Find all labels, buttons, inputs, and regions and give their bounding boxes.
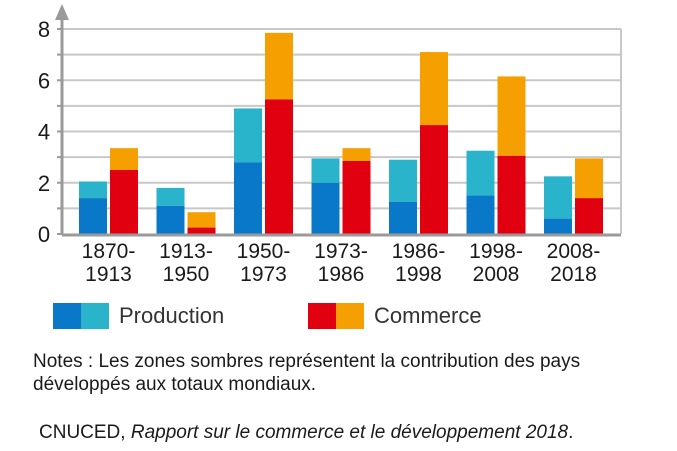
x-tick-label: 1998- (469, 240, 523, 263)
y-tick-label: 8 (38, 17, 50, 42)
bar-commerce-developed-0 (110, 169, 138, 234)
bar-commerce-developed-3 (342, 160, 371, 234)
legend-swatch-commerce-dark (308, 303, 336, 329)
bar-production-world-5 (466, 150, 495, 196)
bar-commerce-developed-1 (187, 227, 216, 234)
bars (79, 32, 603, 234)
y-tick-labels: 0 2 4 6 8 (38, 17, 50, 247)
x-tick-label: 1870- (82, 240, 136, 263)
chart-notes: Notes : Les zones sombres représentent l… (33, 351, 581, 395)
bar-commerce-world-3 (342, 148, 371, 161)
x-tick-label: 1913- (159, 240, 213, 263)
legend-swatch-production-light (81, 303, 109, 329)
x-tick-label: 1913 (85, 263, 132, 286)
x-tick-label: 1973 (240, 263, 287, 286)
bar-production-developed-1 (156, 205, 185, 234)
x-tick-label: 2008 (473, 263, 520, 286)
bar-production-developed-3 (311, 182, 340, 234)
axes (55, 4, 621, 237)
source-author: CNUCED, (39, 422, 131, 443)
y-tick-label: 4 (38, 120, 50, 145)
x-tick-labels: 1870-1913 1913-1950 1950-1973 1973-1986 1986… (82, 240, 601, 286)
bar-commerce-developed-6 (575, 198, 603, 234)
bar-commerce-world-6 (575, 158, 603, 199)
bar-commerce-world-1 (187, 212, 216, 228)
source-citation: CNUCED, Rapport sur le commerce et le dé… (39, 422, 573, 444)
bar-commerce-developed-4 (420, 125, 448, 234)
y-tick-label: 6 (38, 68, 50, 93)
bar-production-developed-6 (544, 218, 572, 234)
legend-swatch-production-dark (53, 303, 81, 329)
x-tick-label: 2018 (550, 263, 597, 286)
bar-commerce-developed-2 (265, 99, 293, 234)
bar-commerce-world-2 (265, 32, 293, 100)
bar-production-developed-0 (79, 198, 107, 234)
bar-commerce-world-5 (497, 76, 526, 156)
x-tick-label: 2008- (547, 240, 601, 263)
legend-label-production: Production (119, 303, 225, 328)
source-title: Rapport sur le commerce et le développem… (130, 422, 569, 443)
y-tick-label: 0 (38, 222, 50, 247)
bar-production-world-3 (311, 158, 340, 183)
bar-production-world-1 (156, 187, 185, 206)
x-tick-label: 1986 (318, 263, 365, 286)
x-tick-label: 1950- (237, 240, 291, 263)
bar-production-world-6 (544, 176, 572, 219)
bar-production-developed-2 (234, 162, 262, 234)
x-tick-label: 1973- (314, 240, 368, 263)
legend-commerce: Commerce (308, 303, 482, 329)
y-axis-arrow-icon (55, 4, 69, 20)
gridlines (62, 28, 622, 234)
legend-production: Production (53, 303, 224, 329)
bar-production-developed-5 (466, 195, 495, 234)
legend-swatch-commerce-light (336, 303, 364, 329)
x-tick-label: 1950 (163, 263, 210, 286)
legend-label-commerce: Commerce (374, 303, 482, 328)
bar-commerce-developed-5 (497, 155, 526, 234)
bar-production-world-2 (234, 108, 262, 163)
bar-commerce-world-4 (420, 52, 448, 126)
y-tick-label: 2 (38, 171, 50, 196)
bar-commerce-world-0 (110, 148, 138, 170)
x-tick-label: 1998 (395, 263, 442, 286)
bar-production-world-0 (79, 181, 107, 199)
x-tick-label: 1986- (392, 240, 446, 263)
bar-production-world-4 (389, 159, 417, 202)
source-end: . (568, 422, 574, 443)
bar-production-developed-4 (389, 201, 417, 234)
